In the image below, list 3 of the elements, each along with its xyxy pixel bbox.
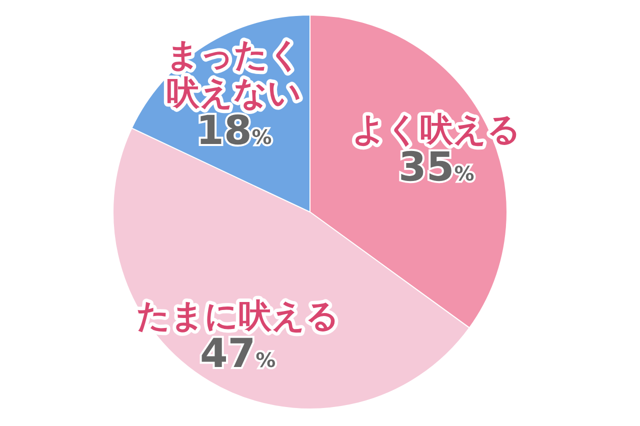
slice-label: たまに吠える xyxy=(136,296,340,336)
slice-label: まったく吠えない xyxy=(166,35,302,112)
slice-label: よく吠える xyxy=(352,110,521,149)
